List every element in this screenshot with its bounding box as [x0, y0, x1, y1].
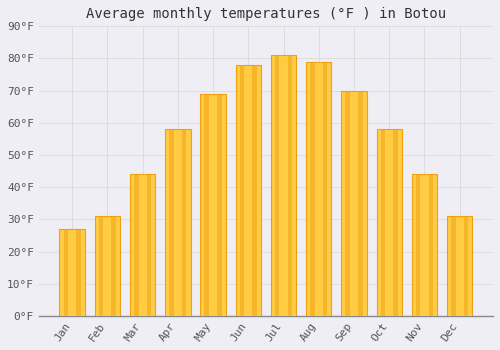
Bar: [346, 91, 350, 316]
Bar: [182, 129, 186, 316]
Bar: [217, 94, 222, 316]
Bar: [306, 62, 332, 316]
Bar: [200, 94, 226, 316]
Bar: [204, 94, 209, 316]
Bar: [271, 55, 296, 316]
Bar: [240, 65, 244, 316]
Bar: [64, 229, 68, 316]
Bar: [451, 216, 456, 316]
Bar: [76, 229, 81, 316]
Bar: [394, 129, 398, 316]
Bar: [288, 55, 292, 316]
Bar: [358, 91, 362, 316]
Bar: [60, 229, 85, 316]
Bar: [130, 174, 156, 316]
Bar: [447, 216, 472, 316]
Bar: [323, 62, 328, 316]
Bar: [342, 91, 366, 316]
Bar: [112, 216, 116, 316]
Bar: [464, 216, 468, 316]
Bar: [236, 65, 261, 316]
Bar: [380, 129, 385, 316]
Title: Average monthly temperatures (°F ) in Botou: Average monthly temperatures (°F ) in Bo…: [86, 7, 446, 21]
Bar: [134, 174, 138, 316]
Bar: [169, 129, 174, 316]
Bar: [416, 174, 420, 316]
Bar: [252, 65, 257, 316]
Bar: [428, 174, 433, 316]
Bar: [376, 129, 402, 316]
Bar: [98, 216, 103, 316]
Bar: [310, 62, 314, 316]
Bar: [146, 174, 151, 316]
Bar: [275, 55, 280, 316]
Bar: [165, 129, 190, 316]
Bar: [94, 216, 120, 316]
Bar: [412, 174, 437, 316]
